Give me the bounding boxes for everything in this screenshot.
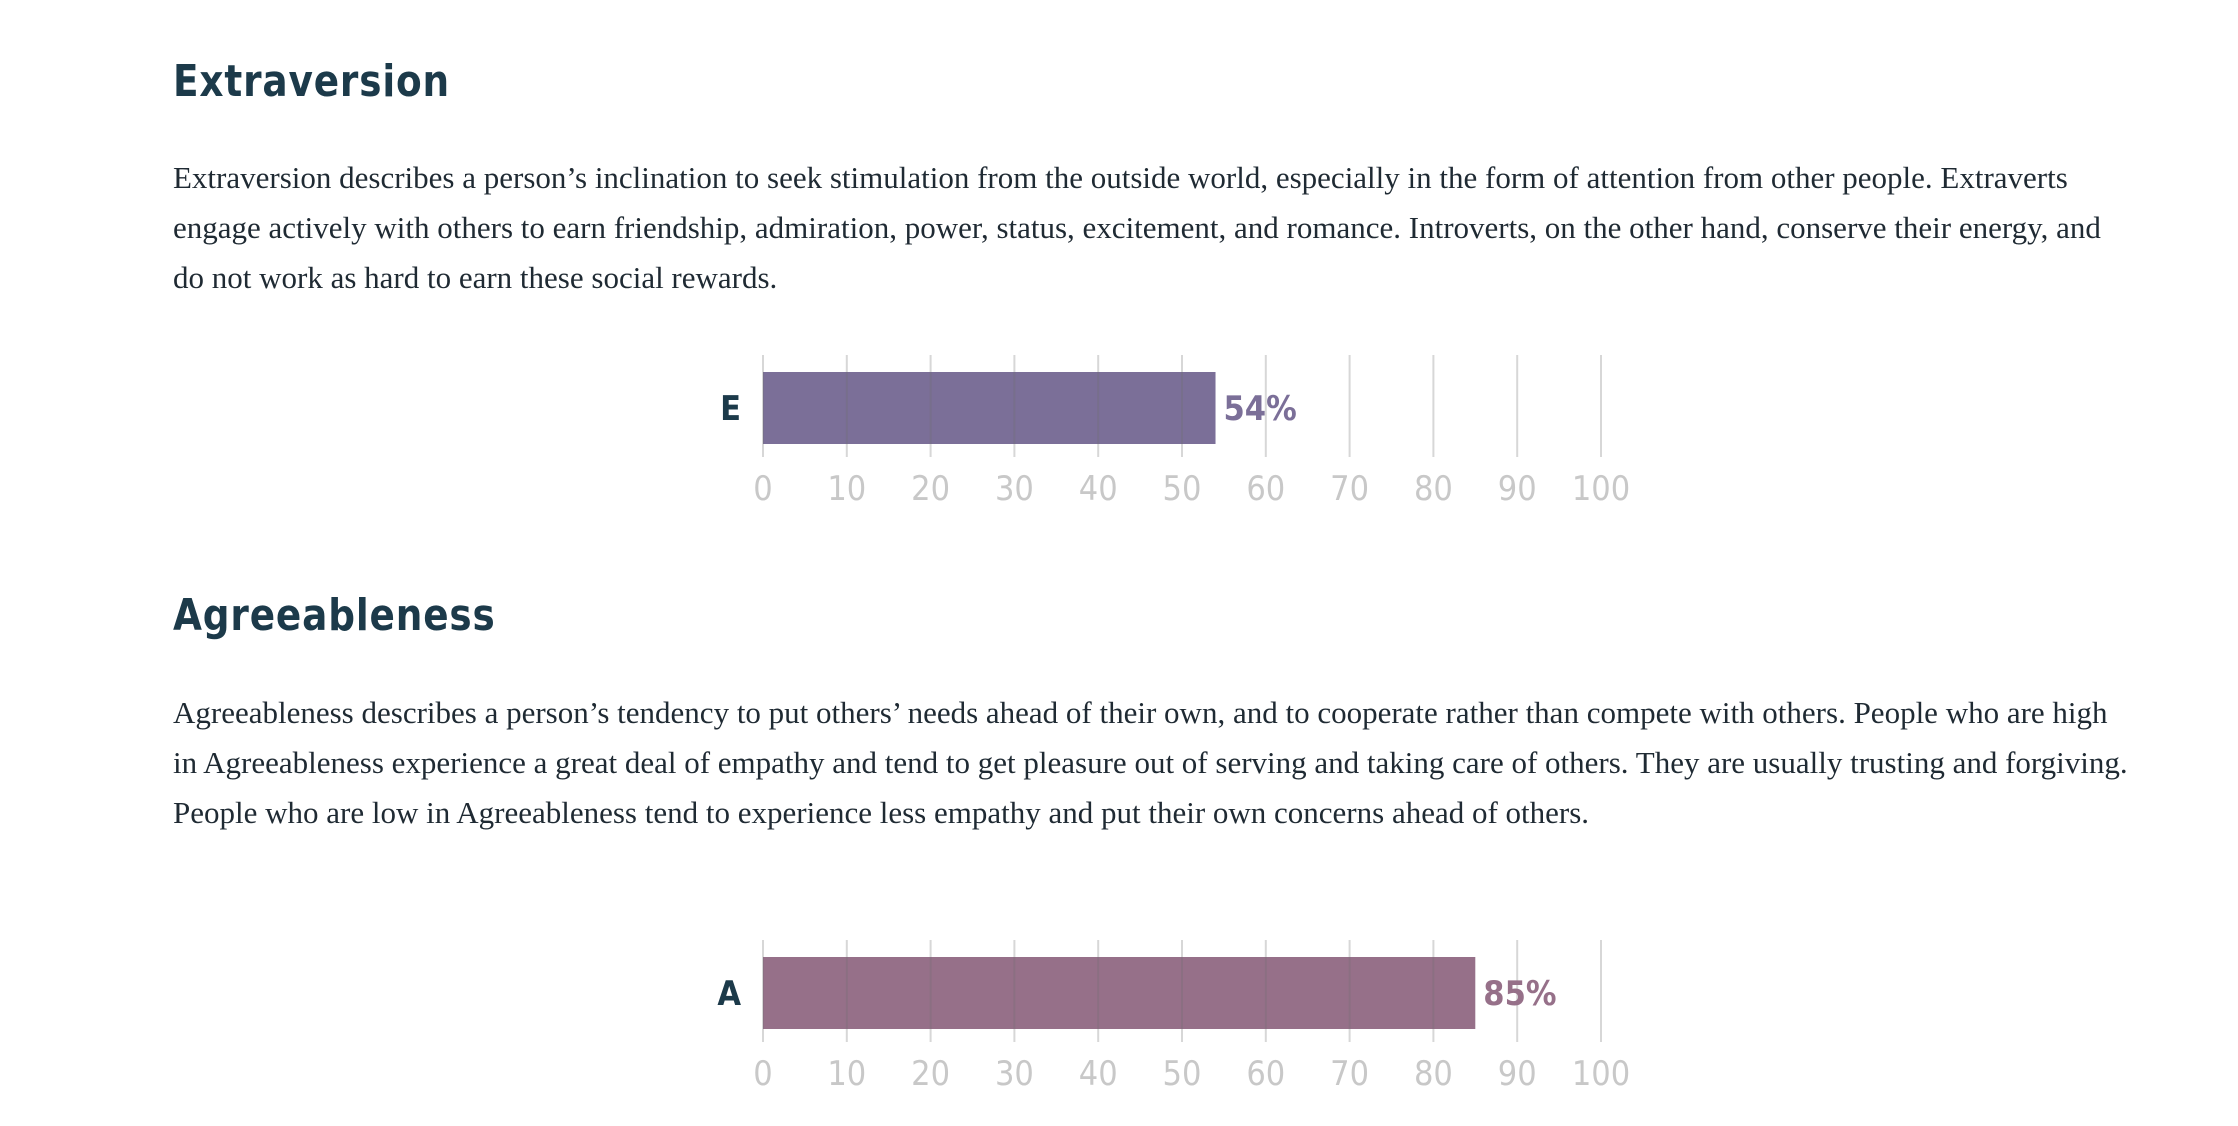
category-label: E [720, 389, 741, 429]
section-heading: Extraversion [173, 56, 451, 107]
tick-label: 40 [1079, 1054, 1118, 1094]
section-description: Extraversion describes a person’s inclin… [173, 160, 2101, 295]
tick-label: 70 [1330, 1054, 1369, 1094]
tick-label: 0 [753, 1054, 772, 1094]
tick-label: 80 [1414, 1054, 1453, 1094]
tick-label: 50 [1163, 469, 1202, 509]
tick-label: 30 [995, 469, 1034, 509]
tick-label: 90 [1498, 1054, 1537, 1094]
section-heading: Agreeableness [173, 590, 496, 641]
value-label: 85% [1483, 974, 1556, 1014]
bar [763, 957, 1476, 1029]
agreeableness-chart: 0 10 20 30 40 50 60 70 80 90 100 A 85% [717, 940, 1630, 1094]
extraversion-chart: 0 10 20 30 40 50 60 70 80 90 100 E 54% [720, 355, 1630, 509]
tick-label: 50 [1163, 1054, 1202, 1094]
tick-label: 30 [995, 1054, 1034, 1094]
bar [763, 372, 1216, 444]
tick-label: 100 [1572, 469, 1630, 509]
tick-label: 80 [1414, 469, 1453, 509]
tick-label: 20 [911, 1054, 950, 1094]
tick-label: 10 [827, 469, 866, 509]
tick-label: 70 [1330, 469, 1369, 509]
tick-label: 20 [911, 469, 950, 509]
tick-label: 100 [1572, 1054, 1630, 1094]
tick-label: 10 [827, 1054, 866, 1094]
tick-label: 60 [1246, 469, 1285, 509]
category-label: A [717, 974, 741, 1014]
section-description: Agreeableness describes a person’s tende… [173, 695, 2128, 830]
tick-label: 40 [1079, 469, 1118, 509]
value-label: 54% [1224, 389, 1297, 429]
tick-label: 90 [1498, 469, 1537, 509]
tick-label: 60 [1246, 1054, 1285, 1094]
tick-label: 0 [753, 469, 772, 509]
